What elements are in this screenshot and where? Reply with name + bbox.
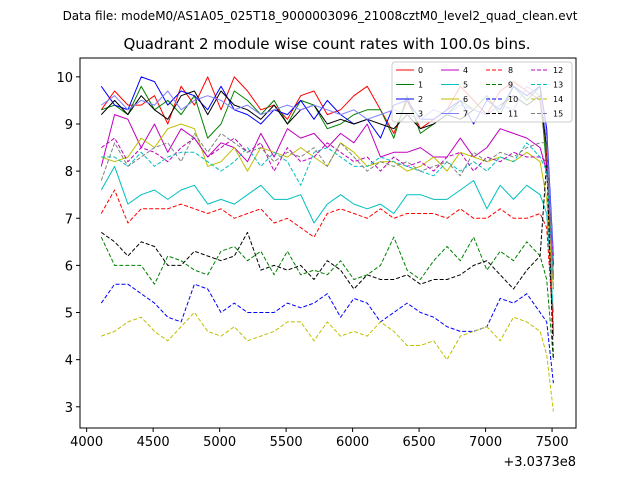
x-tick-label: 6500 (403, 435, 436, 450)
legend-label-5: 5 (463, 81, 468, 90)
legend-label-6: 6 (463, 95, 468, 104)
y-tick-label: 5 (65, 307, 73, 322)
y-tick-label: 7 (65, 212, 73, 227)
y-tick-label: 8 (65, 165, 73, 180)
x-axis: 4000 4500 5000 5500 6000 6500 7000 7500 (70, 428, 569, 450)
series-line-11 (101, 161, 554, 360)
legend-label-9: 9 (508, 81, 513, 90)
y-tick-label: 3 (65, 401, 73, 416)
series-line-9 (100, 236, 554, 360)
legend-label-15: 15 (553, 110, 563, 119)
series-line-10 (100, 283, 554, 384)
series-line-15 (100, 132, 554, 290)
legend-label-7: 7 (463, 110, 468, 119)
series-line-4 (100, 114, 554, 280)
x-tick-label: 5500 (270, 435, 303, 450)
legend-label-14: 14 (553, 95, 563, 104)
legend-label-8: 8 (508, 66, 513, 75)
legend-box (391, 61, 573, 123)
legend-label-0: 0 (418, 66, 423, 75)
chart-suptitle: Data file: modeM0/AS1A05_025T18_90000030… (63, 9, 578, 23)
legend-label-1: 1 (418, 81, 423, 90)
x-offset-label: +3.0373e8 (503, 455, 576, 470)
series-line-14 (101, 312, 554, 412)
x-tick-label: 6000 (336, 435, 369, 450)
series-line-12 (101, 137, 554, 266)
y-tick-label: 4 (65, 354, 73, 369)
legend-label-3: 3 (418, 110, 423, 119)
series-line-5 (100, 165, 554, 313)
legend-label-13: 13 (553, 81, 563, 90)
x-tick-label: 4500 (137, 435, 170, 450)
y-tick-label: 6 (65, 259, 73, 274)
y-axis: 3 4 5 6 7 8 9 10 (56, 71, 80, 416)
series-line-8 (100, 189, 554, 327)
legend-label-10: 10 (508, 95, 518, 104)
legend-label-11: 11 (508, 110, 518, 119)
x-tick-label: 4000 (70, 435, 103, 450)
legend-label-12: 12 (553, 66, 563, 75)
legend-label-2: 2 (418, 95, 423, 104)
chart-title: Quadrant 2 module wise count rates with … (123, 35, 530, 53)
legend-label-4: 4 (463, 66, 468, 75)
x-tick-label: 7500 (536, 435, 569, 450)
series-line-13 (101, 142, 554, 275)
x-tick-label: 5000 (203, 435, 236, 450)
plot-frame (79, 57, 577, 429)
y-tick-label: 9 (65, 118, 73, 133)
x-tick-label: 7000 (469, 435, 502, 450)
y-tick-label: 10 (56, 71, 73, 86)
